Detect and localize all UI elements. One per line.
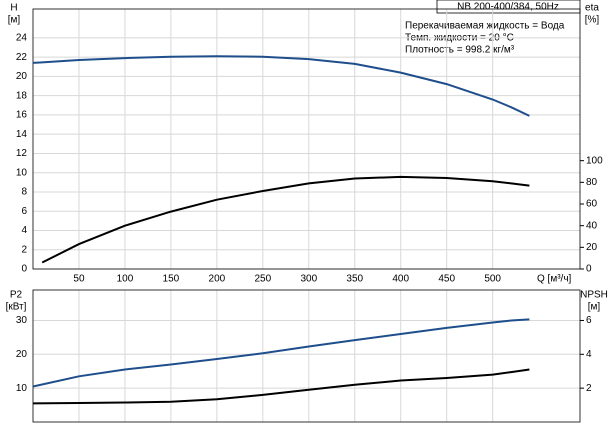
y-unit: [м] <box>8 15 21 26</box>
x-tick-label: 300 <box>300 274 317 285</box>
y2-unit: [%] <box>585 15 600 26</box>
y2-tick-label: 100 <box>586 155 603 166</box>
x-tick-label: 450 <box>438 274 455 285</box>
y2-tick-label: 40 <box>586 220 598 231</box>
y-tick-label: 2 <box>21 244 27 255</box>
y-tick-label: 12 <box>16 148 28 159</box>
title-box <box>436 0 581 14</box>
y2-label: NPSH <box>580 290 608 301</box>
y-tick-label: 0 <box>21 264 27 275</box>
y-tick-label: 14 <box>16 129 28 140</box>
y2-tick-label: 0 <box>586 264 592 275</box>
series-line <box>32 318 530 388</box>
y-tick-label: 30 <box>16 315 28 326</box>
chart-title: NB 200-400/384, 50Hz <box>457 2 559 13</box>
x-tick-label: 400 <box>392 274 409 285</box>
y2-tick-label: 20 <box>586 242 598 253</box>
series-line <box>32 368 530 405</box>
plot-frame <box>32 8 581 270</box>
x-tick-label: 150 <box>163 274 180 285</box>
plot-frame <box>32 289 581 423</box>
y-tick-label: 6 <box>21 206 27 217</box>
y-label: H <box>10 3 17 14</box>
y-tick-label: 22 <box>16 52 28 63</box>
x-tick-label: 250 <box>254 274 271 285</box>
y-tick-label: 10 <box>16 383 28 394</box>
x-tick-label: 500 <box>484 274 501 285</box>
y-tick-label: 10 <box>16 167 28 178</box>
x-label: Q [м³/ч] <box>537 274 572 285</box>
y2-tick-label: 80 <box>586 177 598 188</box>
series-line <box>41 175 530 264</box>
note: Плотность = 998.2 кг/м³ <box>405 45 515 56</box>
y-tick-label: 4 <box>21 225 27 236</box>
x-tick-label: 50 <box>73 274 85 285</box>
y2-tick-label: 4 <box>586 349 592 360</box>
y-tick-label: 20 <box>16 349 28 360</box>
series-line <box>32 55 530 117</box>
y-tick-label: 8 <box>21 187 27 198</box>
y2-label: eta <box>585 3 599 14</box>
y2-tick-label: 60 <box>586 199 598 210</box>
note: Перекачиваемая жидкость = Вода <box>405 21 565 32</box>
y2-unit: [м] <box>588 302 601 313</box>
y-tick-label: 24 <box>16 33 28 44</box>
y-label: P2 <box>10 290 23 301</box>
y2-tick-label: 2 <box>586 383 592 394</box>
y-tick-label: 20 <box>16 71 28 82</box>
y2-tick-label: 6 <box>586 315 592 326</box>
x-tick-label: 350 <box>346 274 363 285</box>
y-unit: [кВт] <box>6 302 27 313</box>
x-tick-label: 200 <box>209 274 226 285</box>
y-tick-label: 16 <box>16 110 28 121</box>
y-tick-label: 18 <box>16 90 28 101</box>
x-tick-label: 100 <box>117 274 134 285</box>
